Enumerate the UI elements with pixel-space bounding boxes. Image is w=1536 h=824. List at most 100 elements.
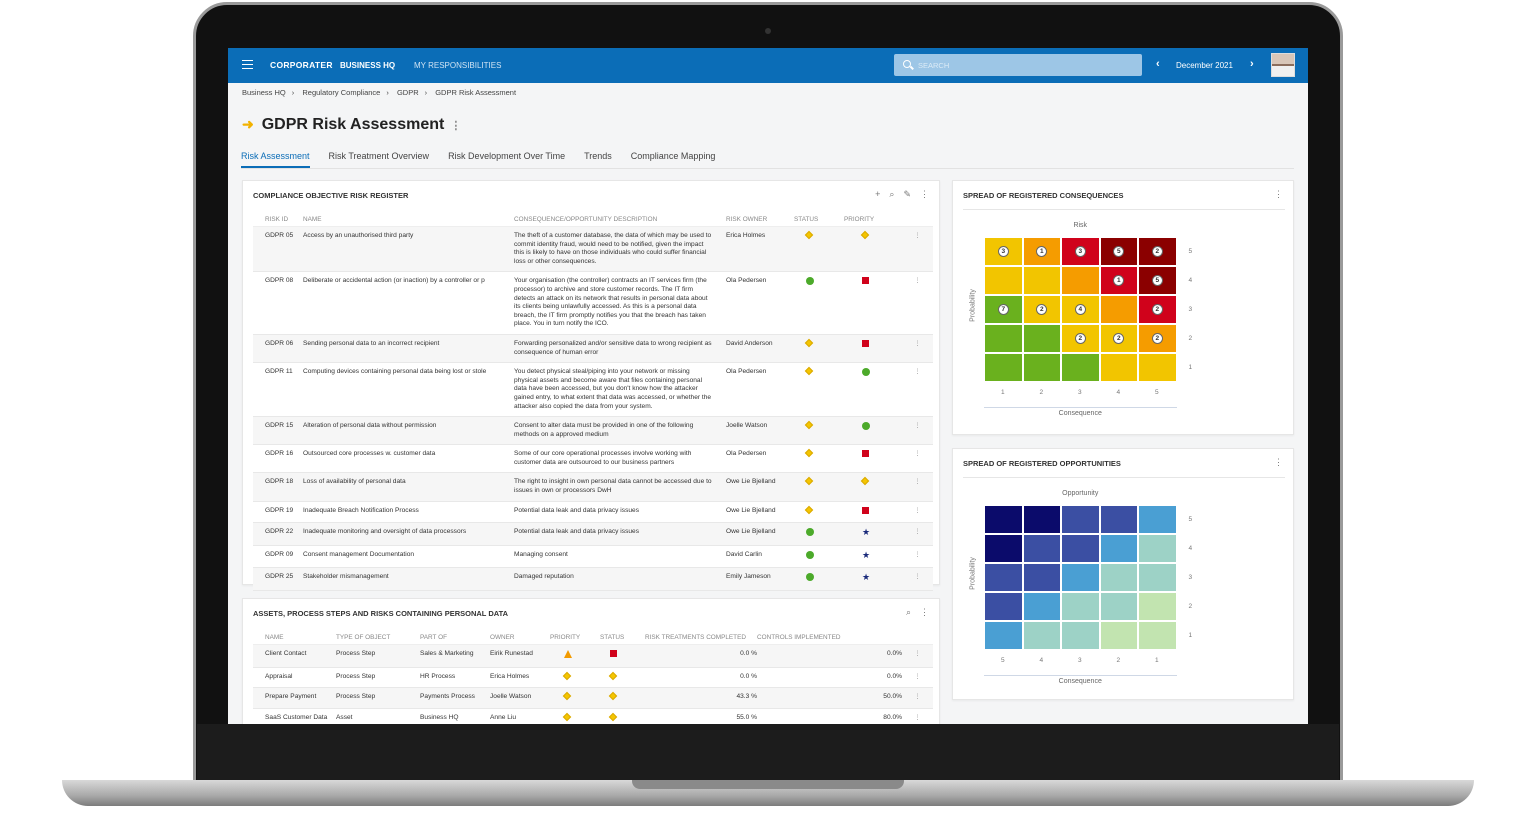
edit-icon[interactable]: ✎: [903, 189, 911, 199]
heatmap-cell[interactable]: [1138, 534, 1177, 563]
heatmap-cell[interactable]: [1022, 563, 1061, 592]
col-name[interactable]: NAME: [253, 631, 336, 645]
risk-name[interactable]: Deliberate or accidental action (or inac…: [303, 271, 514, 335]
risk-name[interactable]: Inadequate Breach Notification Process: [303, 501, 514, 524]
heatmap-cell[interactable]: 1: [1022, 237, 1061, 266]
row-menu-icon[interactable]: ⋮: [902, 226, 933, 273]
row-menu-icon[interactable]: ⋮: [902, 362, 933, 418]
heatmap-cell[interactable]: [1138, 592, 1177, 621]
period-label[interactable]: December 2021: [1176, 61, 1233, 70]
col-priority[interactable]: PRIORITY: [550, 631, 600, 645]
heatmap-cell[interactable]: [1022, 534, 1061, 563]
chart-menu-icon[interactable]: ⋮: [1274, 189, 1283, 199]
row-menu-icon[interactable]: ⋮: [902, 545, 933, 569]
search-icon[interactable]: ⌕: [905, 607, 911, 617]
add-icon[interactable]: +: [875, 189, 881, 199]
heatmap-cell[interactable]: 2: [1061, 324, 1100, 353]
heatmap-cell[interactable]: [1061, 563, 1100, 592]
nav-business-hq[interactable]: BUSINESS HQ: [340, 61, 396, 70]
col-controls[interactable]: CONTROLS IMPLEMENTED: [757, 631, 902, 645]
row-menu-icon[interactable]: ⋮: [902, 334, 933, 364]
heatmap-cell[interactable]: [1099, 621, 1138, 650]
previous-period-button[interactable]: ‹: [1156, 58, 1160, 70]
chart-menu-icon[interactable]: ⋮: [1274, 457, 1283, 467]
heatmap-cell[interactable]: [1099, 505, 1138, 534]
row-menu-icon[interactable]: ⋮: [902, 667, 933, 689]
heatmap-cell[interactable]: [1061, 505, 1100, 534]
tab-risk-assessment[interactable]: Risk Assessment: [241, 151, 310, 168]
page-menu-icon[interactable]: ⋮: [450, 120, 462, 132]
row-menu-icon[interactable]: ⋮: [902, 416, 933, 446]
heatmap-cell[interactable]: [984, 353, 1023, 382]
heatmap-cell[interactable]: [1138, 621, 1177, 650]
heatmap-cell[interactable]: [1138, 505, 1177, 534]
risk-name[interactable]: Alteration of personal data without perm…: [303, 416, 514, 446]
risk-name[interactable]: Loss of availability of personal data: [303, 472, 514, 502]
risk-name[interactable]: Sending personal data to an incorrect re…: [303, 334, 514, 364]
heatmap-cell[interactable]: [1061, 266, 1100, 295]
heatmap-cell[interactable]: [1138, 563, 1177, 592]
hamburger-menu-icon[interactable]: [242, 60, 253, 69]
nav-my-responsibilities[interactable]: MY RESPONSIBILITIES: [414, 61, 502, 70]
table-row[interactable]: SaaS Customer Data Asset Business HQ Ann…: [253, 708, 933, 724]
search-icon[interactable]: ⌕: [889, 189, 895, 199]
row-menu-icon[interactable]: ⋮: [902, 472, 933, 502]
col-part-of[interactable]: PART OF: [420, 631, 490, 645]
breadcrumb-item[interactable]: Regulatory Compliance: [302, 88, 381, 97]
heatmap-cell[interactable]: [1099, 563, 1138, 592]
row-menu-icon[interactable]: ⋮: [902, 501, 933, 524]
next-period-button[interactable]: ›: [1250, 58, 1254, 70]
logo[interactable]: CORPORATER: [270, 60, 333, 70]
heatmap-cell[interactable]: [1061, 353, 1100, 382]
tab-trends[interactable]: Trends: [584, 151, 612, 161]
heatmap-cell[interactable]: [1022, 505, 1061, 534]
risk-name[interactable]: Consent management Documentation: [303, 545, 514, 569]
more-icon[interactable]: ⋮: [920, 607, 929, 617]
table-row[interactable]: GDPR 11 Computing devices containing per…: [253, 362, 933, 418]
heatmap-cell[interactable]: [984, 563, 1023, 592]
row-menu-icon[interactable]: ⋮: [902, 522, 933, 546]
heatmap-cell[interactable]: 3: [984, 237, 1023, 266]
table-row[interactable]: GDPR 18 Loss of availability of personal…: [253, 472, 933, 502]
table-row[interactable]: Appraisal Process Step HR Process Erica …: [253, 667, 933, 689]
asset-name[interactable]: Prepare Payment: [253, 687, 336, 709]
row-menu-icon[interactable]: ⋮: [902, 271, 933, 335]
asset-name[interactable]: SaaS Customer Data: [253, 708, 336, 724]
row-menu-icon[interactable]: ⋮: [902, 567, 933, 592]
heatmap-cell[interactable]: 4: [1061, 295, 1100, 324]
heatmap-cell[interactable]: 5: [1099, 237, 1138, 266]
heatmap-cell[interactable]: [1138, 353, 1177, 382]
heatmap-cell[interactable]: [1099, 534, 1138, 563]
breadcrumb-item[interactable]: Business HQ: [242, 88, 286, 97]
heatmap-cell[interactable]: [1022, 324, 1061, 353]
heatmap-cell[interactable]: 2: [1022, 295, 1061, 324]
table-row[interactable]: GDPR 08 Deliberate or accidental action …: [253, 271, 933, 335]
asset-name[interactable]: Client Contact: [253, 644, 336, 668]
heatmap-cell[interactable]: 2: [1099, 324, 1138, 353]
table-row[interactable]: GDPR 09 Consent management Documentation…: [253, 545, 933, 569]
heatmap-cell[interactable]: 2: [1138, 237, 1177, 266]
heatmap-cell[interactable]: [1099, 295, 1138, 324]
more-icon[interactable]: ⋮: [920, 189, 929, 199]
heatmap-cell[interactable]: 1: [1099, 266, 1138, 295]
heatmap-cell[interactable]: [984, 621, 1023, 650]
heatmap-cell[interactable]: [1099, 592, 1138, 621]
user-avatar[interactable]: [1271, 53, 1295, 77]
col-status[interactable]: STATUS: [794, 213, 844, 227]
tab-risk-development[interactable]: Risk Development Over Time: [448, 151, 566, 161]
heatmap-cell[interactable]: [984, 534, 1023, 563]
heatmap-cell[interactable]: [984, 266, 1023, 295]
risk-name[interactable]: Access by an unauthorised third party: [303, 226, 514, 273]
heatmap-cell[interactable]: [984, 592, 1023, 621]
col-risk-id[interactable]: RISK ID: [253, 213, 303, 227]
heatmap-cell[interactable]: 2: [1138, 324, 1177, 353]
risk-name[interactable]: Outsourced core processes w. customer da…: [303, 444, 514, 474]
search-input[interactable]: SEARCH: [894, 54, 1142, 76]
heatmap-cell[interactable]: [1022, 266, 1061, 295]
risk-name[interactable]: Computing devices containing personal da…: [303, 362, 514, 418]
table-row[interactable]: GDPR 05 Access by an unauthorised third …: [253, 226, 933, 273]
col-owner[interactable]: RISK OWNER: [726, 213, 794, 227]
col-priority[interactable]: PRIORITY: [844, 213, 902, 227]
heatmap-cell[interactable]: [1061, 592, 1100, 621]
heatmap-cell[interactable]: [1099, 353, 1138, 382]
